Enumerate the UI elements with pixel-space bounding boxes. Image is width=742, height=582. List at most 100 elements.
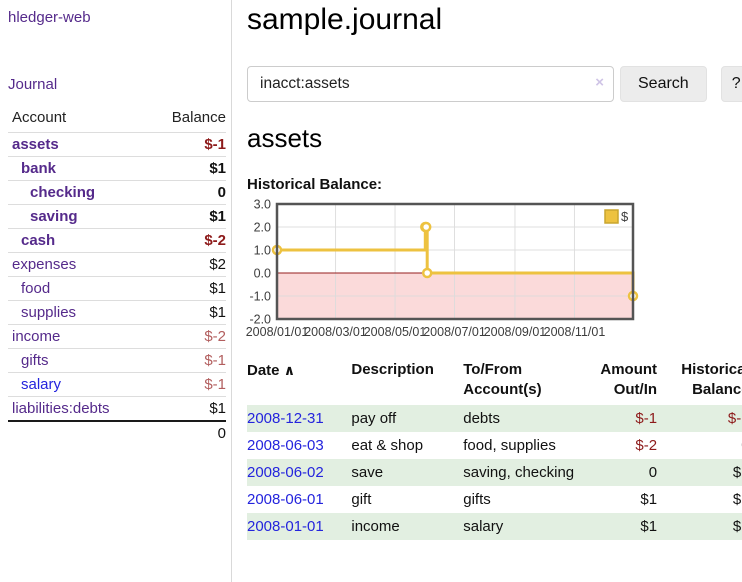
transaction-amount: $-1 [635, 410, 658, 427]
nav-journal: Journal [8, 76, 226, 94]
transaction-date-link[interactable]: 2008-12-31 [247, 410, 324, 427]
journal-link[interactable]: Journal [8, 76, 58, 93]
account-balance: $1 [150, 300, 226, 325]
account-balance: $1 [150, 204, 226, 229]
account-row-cash: cash $-2 [8, 228, 226, 253]
account-link-cash[interactable]: cash [21, 232, 56, 249]
svg-text:2008/03/01: 2008/03/01 [304, 325, 367, 339]
account-row-expenses: expenses $2 [8, 252, 226, 277]
account-link-assets[interactable]: assets [12, 136, 59, 153]
table-row: 2008-06-01 gift gifts $1 $2 [247, 486, 742, 513]
accounts-header-row: Account Balance [8, 106, 226, 133]
table-row: 2008-06-02 save saving, checking 0 $2 [247, 459, 742, 486]
account-row-saving: saving $1 [8, 204, 226, 229]
transaction-accounts: debts [463, 410, 500, 427]
register-header-balance: Historical Balance [681, 361, 742, 398]
svg-text:2008/11/01: 2008/11/01 [544, 325, 606, 339]
register-header-row: Date ∧ Description To/From Account(s) Am… [247, 358, 742, 405]
account-heading: assets [247, 123, 323, 153]
transaction-amount: $-2 [635, 437, 658, 454]
svg-text:2008/07/01: 2008/07/01 [423, 325, 486, 339]
app-title: hledger-web [8, 9, 226, 27]
svg-text:2008/09/01: 2008/09/01 [484, 325, 547, 339]
account-link-expenses[interactable]: expenses [12, 256, 77, 273]
account-balance: $1 [150, 276, 226, 301]
main-content: sample.journal × Search ? assets Histori… [232, 0, 742, 582]
accounts-header-balance: Balance [171, 109, 226, 126]
svg-text:-1.0: -1.0 [249, 290, 271, 304]
clear-search-icon[interactable]: × [595, 74, 604, 91]
chart-container: $3.0 2.0 1.0 0.0 -1.0 -2.0 2008/01/01 2008/03/0… [246, 198, 742, 342]
account-balance: $-1 [150, 372, 226, 397]
transaction-description: pay off [351, 410, 397, 427]
transaction-balance: $1 [732, 518, 742, 535]
transaction-balance: $2 [732, 464, 742, 481]
account-link-saving[interactable]: saving [30, 208, 78, 225]
transaction-accounts: saving, checking [463, 464, 575, 481]
chart-label: Historical Balance: [247, 176, 383, 193]
transaction-balance: $2 [732, 491, 742, 508]
account-row-food: food $1 [8, 276, 226, 301]
transaction-date-link[interactable]: 2008-06-01 [247, 491, 324, 508]
register-header-date[interactable]: Date ∧ [247, 362, 296, 379]
search-button[interactable]: Search [620, 66, 707, 102]
account-row-gifts: gifts $-1 [8, 348, 226, 373]
account-link-food[interactable]: food [21, 280, 51, 297]
account-balance: $2 [150, 252, 226, 277]
register-header-accounts: To/From Account(s) [463, 361, 542, 398]
transaction-amount: $1 [640, 518, 658, 535]
account-link-supplies[interactable]: supplies [21, 304, 77, 321]
register-header-description: Description [351, 361, 434, 378]
transaction-description: gift [351, 491, 372, 508]
sort-ascending-icon: ∧ [283, 362, 296, 378]
search-input-wrap: × [247, 66, 614, 102]
svg-text:1.0: 1.0 [254, 244, 271, 258]
svg-text:3.0: 3.0 [254, 198, 271, 212]
svg-text:2008/05/01: 2008/05/01 [364, 325, 427, 339]
transaction-accounts: salary [463, 518, 504, 535]
transaction-date-link[interactable]: 2008-06-03 [247, 437, 324, 454]
transaction-description: income [351, 518, 400, 535]
svg-text:$: $ [621, 209, 629, 224]
transaction-description: save [351, 464, 384, 481]
svg-text:2008/01/01: 2008/01/01 [246, 325, 309, 339]
account-link-bank[interactable]: bank [21, 160, 57, 177]
account-row-liabilities-debts: liabilities:debts $1 [8, 396, 226, 421]
account-row-income: income $-2 [8, 324, 226, 349]
page-title: sample.journal [247, 3, 443, 36]
transaction-accounts: gifts [463, 491, 491, 508]
account-balance: $1 [150, 156, 226, 181]
transaction-amount: 0 [648, 464, 658, 481]
accounts-total-row: 0 [8, 420, 226, 445]
accounts-table: Account Balance assets $-1 bank $1 check… [8, 106, 226, 445]
account-row-assets: assets $-1 [8, 132, 226, 157]
transaction-description: eat & shop [351, 437, 424, 454]
svg-text:2.0: 2.0 [254, 221, 271, 235]
search-help-button[interactable]: ? [720, 66, 742, 102]
transaction-accounts: food, supplies [463, 437, 556, 454]
account-row-bank: bank $1 [8, 156, 226, 181]
account-balance: $-2 [150, 324, 226, 349]
account-balance: $1 [150, 396, 226, 421]
search-input[interactable] [247, 66, 614, 102]
account-row-checking: checking 0 [8, 180, 226, 205]
app-title-link[interactable]: hledger-web [8, 9, 91, 26]
account-link-salary[interactable]: salary [21, 376, 62, 393]
account-link-income[interactable]: income [12, 328, 61, 345]
account-balance: $-1 [150, 348, 226, 373]
transaction-date-link[interactable]: 2008-06-02 [247, 464, 324, 481]
register-header-amount: Amount Out/In [600, 361, 658, 398]
account-link-checking[interactable]: checking [30, 184, 96, 201]
transaction-date-link[interactable]: 2008-01-01 [247, 518, 324, 535]
table-row: 2008-12-31 pay off debts $-1 $-1 [247, 405, 742, 432]
svg-text:-2.0: -2.0 [249, 313, 271, 327]
account-row-supplies: supplies $1 [8, 300, 226, 325]
account-link-liabilities-debts[interactable]: liabilities:debts [12, 400, 110, 417]
account-balance: $-2 [150, 228, 226, 253]
account-link-gifts[interactable]: gifts [21, 352, 49, 369]
search-bar: × Search ? [247, 66, 742, 102]
table-row: 2008-01-01 income salary $1 $1 [247, 513, 742, 540]
transaction-balance: $-1 [727, 410, 742, 427]
sidebar: hledger-web Journal Account Balance asse… [0, 0, 232, 582]
